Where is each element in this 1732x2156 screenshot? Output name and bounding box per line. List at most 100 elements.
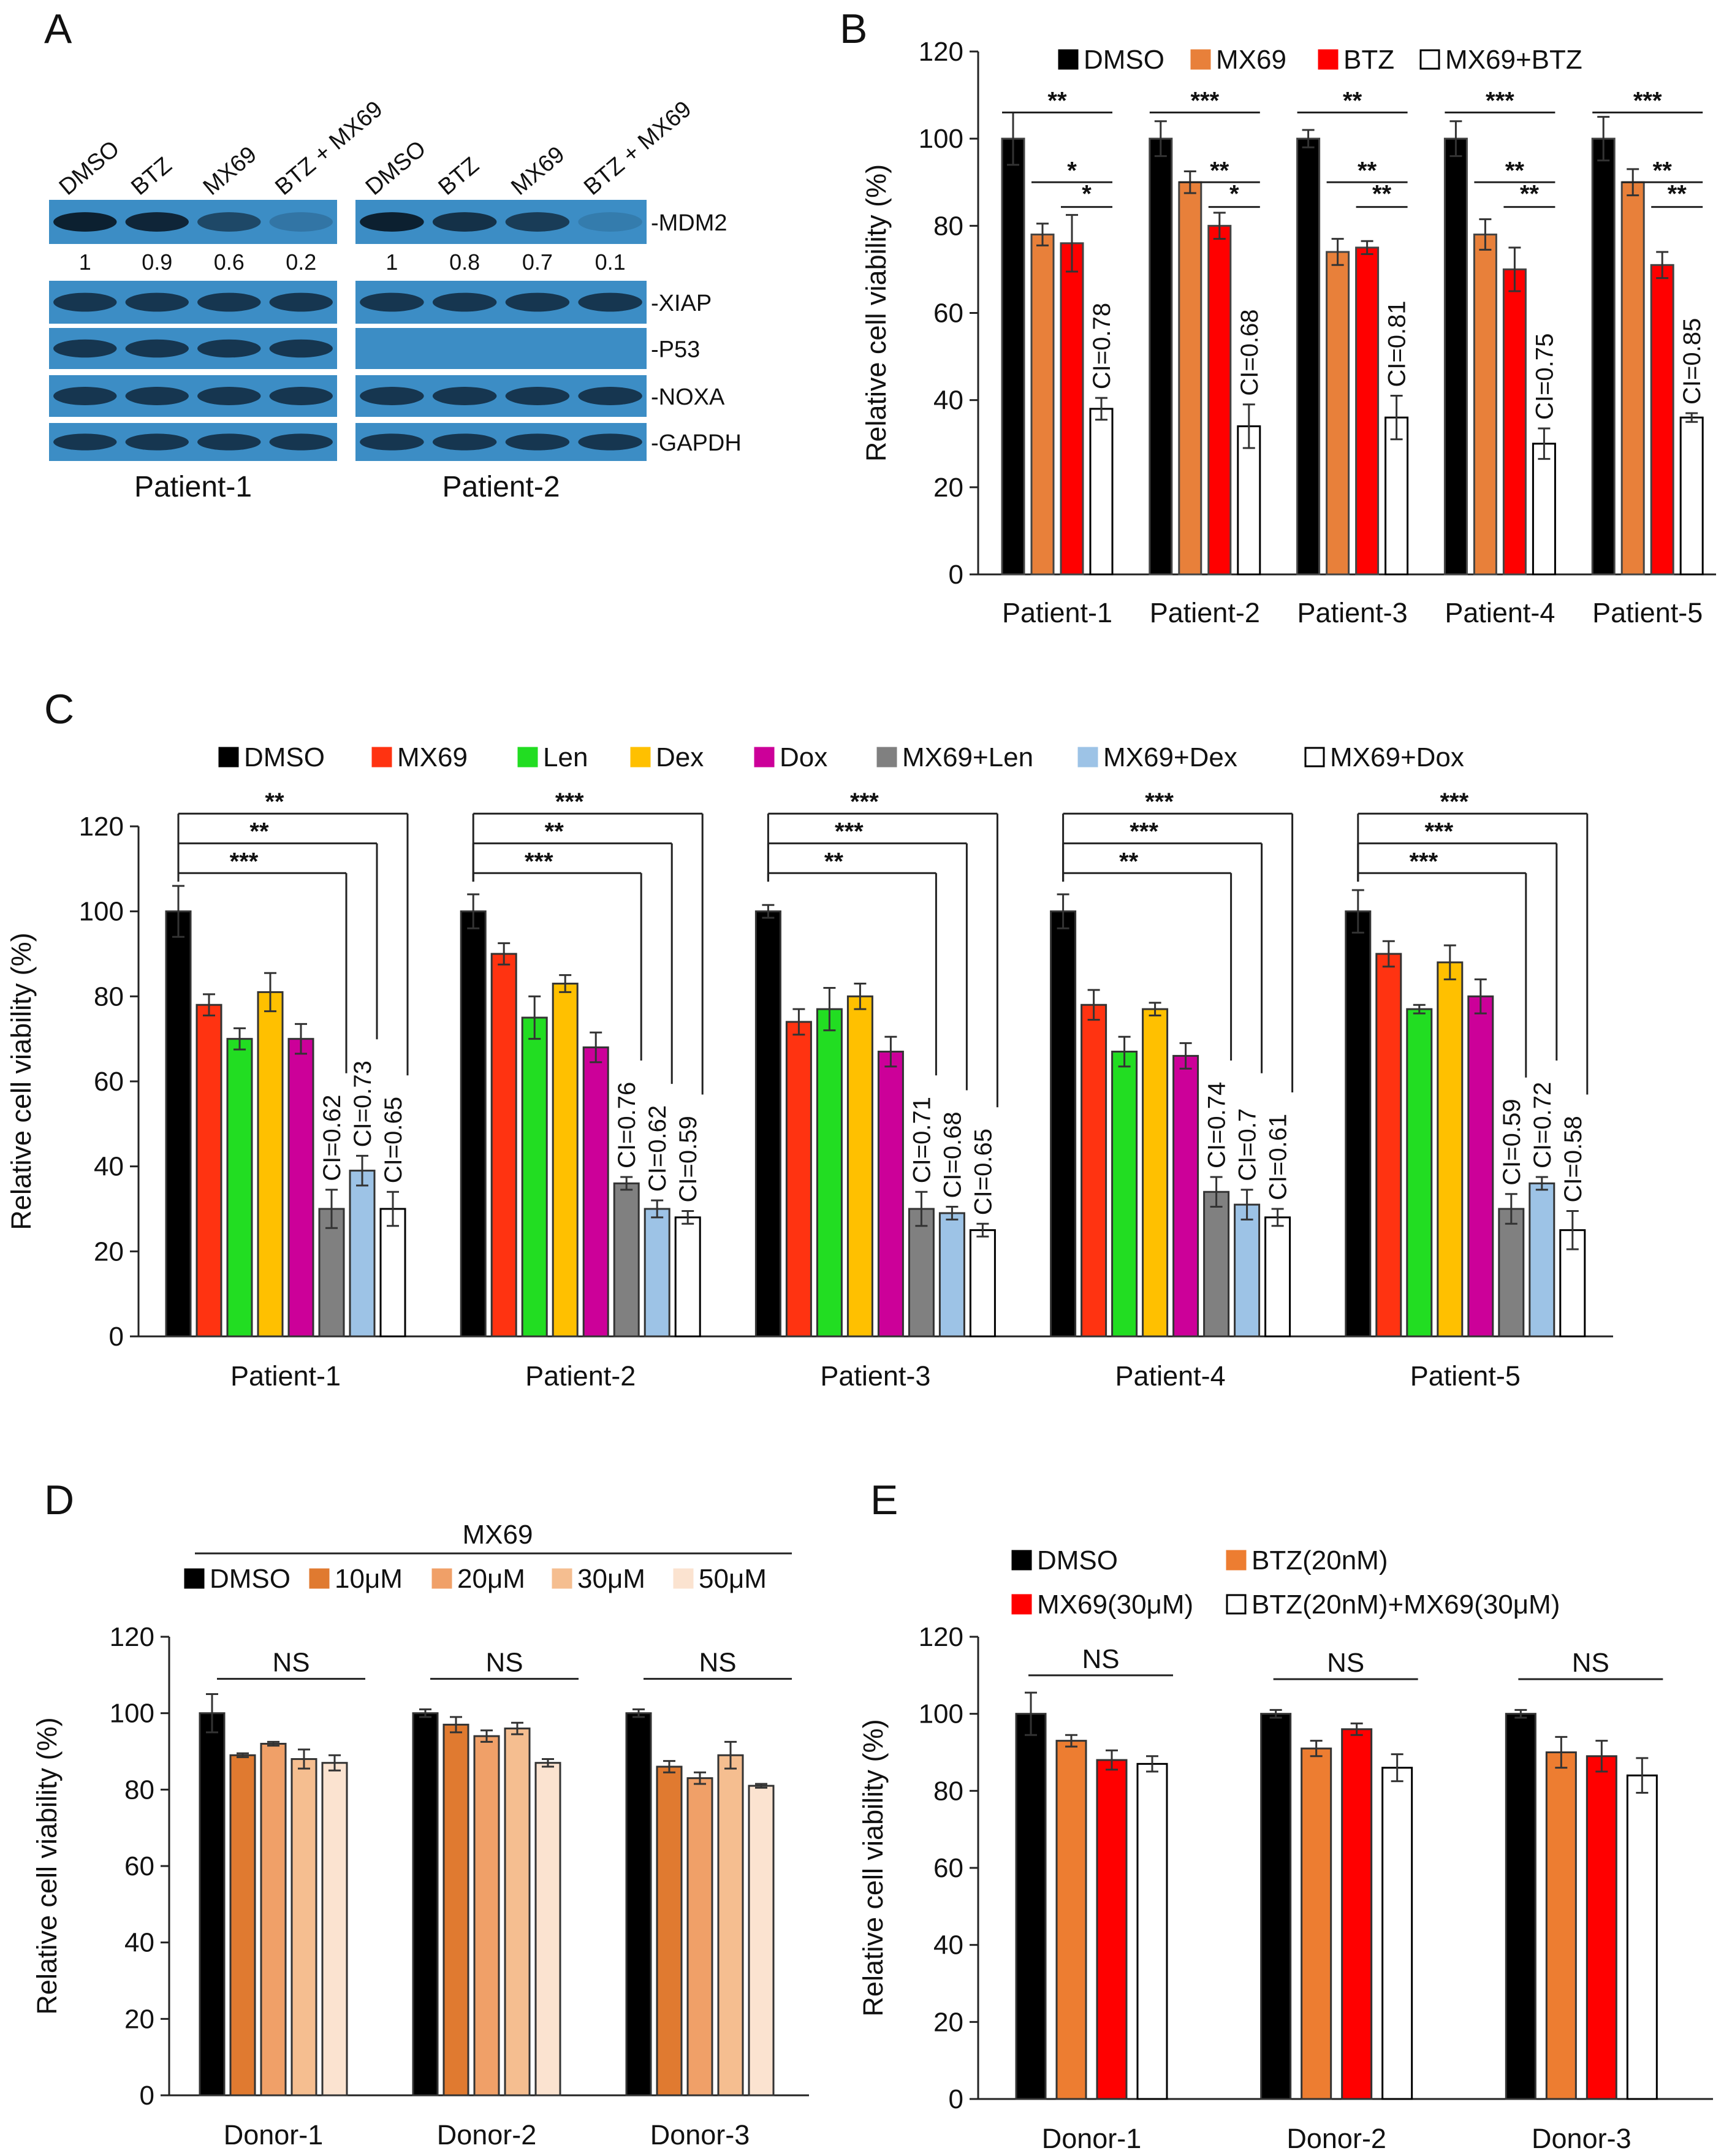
- bar-btz-20nm-mx69-30-m-: [1136, 1762, 1168, 2100]
- y-tick-label: 120: [919, 1622, 963, 1652]
- sig-ns: NS: [485, 1648, 523, 1678]
- sig-ns: NS: [699, 1648, 736, 1678]
- legend-swatch: [876, 747, 897, 768]
- legend-swatch: [1058, 49, 1079, 70]
- category-label: Patient-5: [1410, 1360, 1521, 1392]
- sig-star: *: [1067, 157, 1077, 184]
- mdm2-quant: 1: [386, 250, 398, 275]
- category-label: Patient-4: [1115, 1360, 1226, 1392]
- ci-label: CI=0.72: [1529, 1082, 1556, 1168]
- sig-star: **: [265, 788, 284, 815]
- bar-mx69-30-m-: [1341, 1728, 1373, 2100]
- legend-swatch: [371, 747, 392, 768]
- protein-band: [360, 212, 424, 232]
- bar-dmso: [1015, 1713, 1047, 2100]
- protein-band: [432, 387, 497, 405]
- band-label: -XIAP: [651, 291, 712, 316]
- panel-e-chart: 0 20 40 60 80 100 120 Relative cell viability (…: [857, 1545, 1713, 2154]
- ci-label: CI=0.68: [939, 1111, 966, 1198]
- bar-len: [1111, 1050, 1138, 1338]
- bar-mx69-len: [613, 1182, 640, 1338]
- bar-dmso: [1149, 137, 1173, 576]
- sig-star: **: [1343, 88, 1362, 115]
- bar-dox: [582, 1046, 609, 1338]
- category-label: Patient-5: [1592, 597, 1703, 628]
- bar-mx69: [1081, 1004, 1107, 1338]
- bar-btz-20nm-mx69-30-m-: [1381, 1767, 1413, 2100]
- bar-mx69-dox: [379, 1208, 406, 1338]
- legend-label: DMSO: [1037, 1545, 1118, 1575]
- protein-band: [197, 292, 261, 312]
- category-label: Donor-1: [224, 2119, 324, 2150]
- protein-band: [53, 212, 117, 232]
- legend-label: Dox: [780, 742, 827, 772]
- y-tick-label: 100: [919, 124, 963, 154]
- protein-band: [269, 212, 333, 232]
- sig-star: ***: [850, 788, 879, 815]
- bar-mx69-dex: [938, 1212, 965, 1338]
- sig-star: *: [1082, 181, 1092, 208]
- legend-swatch: [218, 747, 239, 768]
- mdm2-quant: 0.6: [214, 250, 245, 275]
- sig-ns: NS: [1572, 1648, 1609, 1678]
- mdm2-quant: 0.2: [286, 250, 316, 275]
- bar-20-m: [260, 1743, 287, 2097]
- legend-label: 10μM: [335, 1564, 403, 1594]
- bar-mx69-len: [1203, 1190, 1230, 1338]
- ci-label: CI=0.85: [1679, 318, 1706, 405]
- band-label: -P53: [651, 337, 700, 363]
- ci-label: CI=0.65: [380, 1097, 407, 1183]
- bar-dox: [1467, 995, 1494, 1338]
- bar-mx69-btz: [1384, 416, 1409, 576]
- band-label: -MDM2: [651, 210, 727, 236]
- sig-star: **: [1210, 157, 1229, 184]
- sig-star: ***: [1409, 848, 1438, 875]
- bar-btz-20nm-: [1055, 1740, 1087, 2100]
- legend-label: BTZ(20nM): [1252, 1545, 1388, 1575]
- ci-label: CI=0.76: [613, 1082, 640, 1168]
- sig-star: ***: [1190, 88, 1219, 115]
- protein-band: [53, 387, 117, 405]
- protein-band: [197, 387, 261, 405]
- y-axis-label: Relative cell viability (%): [860, 164, 892, 462]
- sig-star: **: [824, 848, 844, 875]
- ci-label: CI=0.59: [675, 1116, 702, 1202]
- ci-label: CI=0.65: [970, 1129, 997, 1215]
- bar-btz: [1060, 242, 1084, 576]
- bar-mx69-btz: [1679, 416, 1704, 576]
- bar-dox: [287, 1038, 314, 1338]
- sig-star: ***: [555, 788, 584, 815]
- legend-swatch: [309, 1568, 330, 1589]
- sig-star: **: [1520, 181, 1540, 208]
- legend-label: MX69(30μM): [1037, 1590, 1193, 1620]
- legend-label: Len: [543, 742, 588, 772]
- protein-band: [269, 433, 333, 451]
- legend-label: 30μM: [577, 1564, 645, 1594]
- legend-label: DMSO: [1084, 45, 1164, 75]
- sig-star: ***: [1145, 788, 1174, 815]
- protein-band: [360, 387, 424, 405]
- protein-band: [197, 339, 261, 358]
- protein-band: [432, 292, 497, 312]
- panel-letter-e: E: [870, 1477, 898, 1523]
- ci-label: CI=0.74: [1204, 1082, 1231, 1168]
- bar-dmso: [460, 910, 487, 1338]
- category-label: Donor-1: [1042, 2123, 1142, 2154]
- sig-star: ***: [1633, 88, 1662, 115]
- panel-letter-a: A: [44, 6, 72, 52]
- legend-swatch: [431, 1568, 452, 1589]
- legend-swatch: [630, 747, 651, 768]
- legend-label: 20μM: [457, 1564, 525, 1594]
- bar-dex: [552, 983, 579, 1338]
- y-tick-label: 100: [110, 1699, 154, 1729]
- y-tick-label: 20: [124, 2004, 154, 2034]
- legend-label: DMSO: [244, 742, 325, 772]
- y-tick-label: 20: [94, 1236, 124, 1267]
- y-tick-label: 60: [933, 299, 963, 329]
- bar-mx69: [1473, 234, 1497, 576]
- sig-star: ***: [835, 818, 864, 845]
- ci-label: CI=0.59: [1498, 1099, 1525, 1186]
- bar-dmso: [1050, 910, 1077, 1338]
- protein-band: [125, 292, 189, 312]
